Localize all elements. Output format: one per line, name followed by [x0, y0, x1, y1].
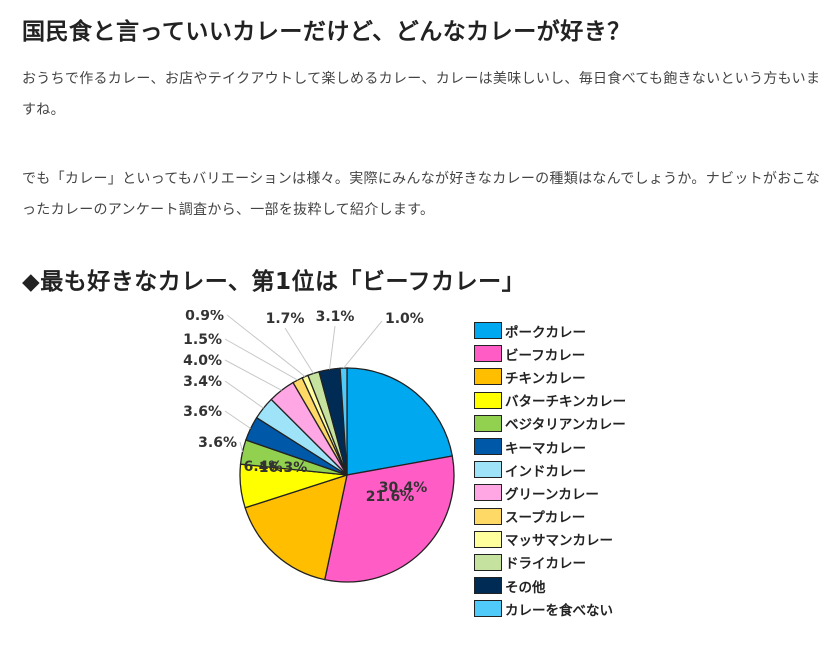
slice-label: 1.0%: [385, 311, 424, 327]
section-heading: ◆最も好きなカレー、第1位は「ビーフカレー」: [22, 269, 526, 295]
leader-line: [343, 320, 383, 369]
intro-paragraph: おうちで作るカレー、お店やテイクアウトして楽しめるカレー、カレーは美味しいし、毎…: [22, 71, 821, 118]
legend-label: ビーフカレー: [505, 347, 586, 364]
legend-item: ビーフカレー: [474, 342, 674, 365]
legend-item: インドカレー: [474, 458, 674, 481]
article-title: 国民食と言っていいカレーだけど、どんなカレーが好き？: [22, 19, 631, 45]
slice-label: 3.4%: [183, 374, 222, 390]
legend-label: バターチキンカレー: [505, 394, 627, 411]
legend-item: その他: [474, 574, 674, 597]
legend-item: グリーンカレー: [474, 481, 674, 504]
survey-paragraph: でも「カレー」といってもバリエーションは様々。実際にみんなが好きなカレーの種類は…: [22, 171, 821, 218]
legend-swatch: [474, 577, 502, 595]
slice-label: 0.9%: [185, 310, 224, 324]
legend-swatch: [474, 553, 502, 571]
chart-legend: ポークカレー ビーフカレー チキンカレーバターチキンカレー ベジタリアンカレー キーマカ…: [474, 319, 674, 620]
legend-label: カレーを食べない: [505, 602, 613, 619]
legend-swatch: [474, 484, 502, 502]
leader-line: [224, 338, 298, 381]
legend-item: ドライカレー: [474, 551, 674, 574]
legend-label: ドライカレー: [505, 556, 586, 573]
legend-label: インドカレー: [505, 463, 586, 480]
legend-label: キーマカレー: [505, 440, 586, 457]
slice-label: 1.7%: [266, 311, 305, 327]
legend-item: カレーを食べない: [474, 597, 674, 620]
slice-label: 16.3%: [259, 460, 308, 476]
leader-line: [328, 325, 336, 370]
legend-item: バターチキンカレー: [474, 389, 674, 412]
slice-label: 1.5%: [183, 332, 222, 348]
legend-swatch: [474, 322, 502, 340]
legend-label: マッサマンカレー: [505, 533, 613, 550]
legend-swatch: [474, 345, 502, 363]
legend-item: ベジタリアンカレー: [474, 412, 674, 435]
slice-label: 3.6%: [183, 404, 222, 420]
legend-label: ポークカレー: [505, 324, 586, 341]
leader-line: [284, 327, 314, 374]
legend-swatch: [474, 600, 502, 618]
legend-label: その他: [505, 579, 546, 596]
legend-label: スープカレー: [505, 510, 586, 527]
slice-label: 21.6%: [366, 489, 415, 505]
legend-item: スープカレー: [474, 505, 674, 528]
legend-swatch: [474, 461, 502, 479]
legend-item: チキンカレー: [474, 365, 674, 388]
slice-label: 3.1%: [316, 310, 355, 325]
slice-label: 4.0%: [183, 353, 222, 369]
leader-line: [224, 410, 251, 429]
slice-label: 3.6%: [198, 435, 237, 451]
legend-swatch: [474, 507, 502, 525]
pie-chart: 21.6%30.4% 16.3%6.4% 3.6% 3.6% 3.4% 4.0% 1.5% 0…: [183, 310, 455, 583]
slice-label: 6.4%: [244, 459, 283, 475]
legend-swatch: [474, 530, 502, 548]
leader-line: [224, 359, 282, 391]
legend-swatch: [474, 414, 502, 432]
legend-item: ポークカレー: [474, 319, 674, 342]
leader-line: [226, 314, 306, 377]
legend-label: グリーンカレー: [505, 486, 599, 503]
slice-label: 30.4%: [379, 480, 428, 496]
pie-slice: [346, 367, 454, 476]
pie-slice: [339, 367, 348, 476]
legend-item: マッサマンカレー: [474, 528, 674, 551]
legend-label: ベジタリアンカレー: [505, 417, 626, 434]
legend-label: チキンカレー: [505, 370, 586, 387]
leader-line: [224, 380, 264, 409]
pie-slice: [323, 455, 455, 583]
legend-swatch: [474, 391, 502, 409]
legend-swatch: [474, 438, 502, 456]
legend-swatch: [474, 368, 502, 386]
legend-item: キーマカレー: [474, 435, 674, 458]
leader-line: [239, 441, 244, 453]
pie-slice: [244, 474, 348, 581]
